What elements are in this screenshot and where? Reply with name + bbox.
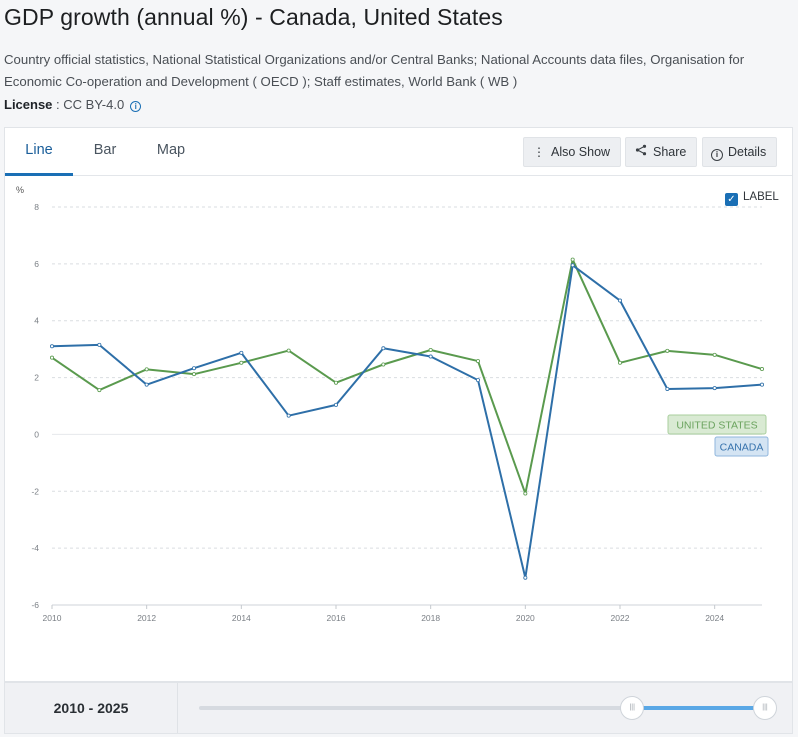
data-point bbox=[665, 386, 670, 391]
series-line-united-states bbox=[51, 258, 763, 495]
more-vertical-icon: ⋮ bbox=[533, 145, 545, 159]
data-point bbox=[760, 382, 765, 387]
y-tick-label: 4 bbox=[34, 316, 39, 326]
license: License : CC BY-4.0 i bbox=[4, 97, 142, 112]
source-text: Country official statistics, National St… bbox=[4, 52, 745, 89]
series-label-united-states: UNITED STATES bbox=[667, 414, 767, 435]
x-tick-label: 2018 bbox=[421, 613, 440, 623]
x-tick-label: 2014 bbox=[232, 613, 251, 623]
data-point bbox=[428, 347, 433, 352]
data-point bbox=[570, 257, 575, 262]
data-point bbox=[333, 380, 338, 385]
share-button[interactable]: Share bbox=[625, 137, 698, 167]
series-line-canada bbox=[51, 264, 763, 579]
line-chart: % -6 -4 -2 0 2 4 6 8 2010 2012 2014 2016 2018 2020 2022… bbox=[16, 185, 769, 623]
tab-bar: Line Bar Map ⋮ Also Show Share i Details bbox=[5, 128, 792, 176]
range-label: 2010 - 2025 bbox=[5, 683, 178, 733]
y-axis-label: % bbox=[16, 185, 24, 195]
also-show-button[interactable]: ⋮ Also Show bbox=[523, 137, 622, 167]
tab-bar-chart[interactable]: Bar bbox=[93, 142, 117, 158]
data-point bbox=[665, 348, 670, 353]
data-point bbox=[191, 372, 196, 377]
range-track[interactable] bbox=[199, 706, 769, 710]
data-point bbox=[712, 386, 717, 391]
x-tick-label: 2012 bbox=[137, 613, 156, 623]
data-point bbox=[570, 263, 575, 268]
license-value: : CC BY-4.0 bbox=[52, 97, 125, 112]
data-point bbox=[239, 360, 244, 365]
license-label: License bbox=[4, 97, 53, 112]
y-tick-label: 6 bbox=[34, 259, 39, 269]
data-point bbox=[618, 360, 623, 365]
data-point bbox=[712, 352, 717, 357]
tab-line[interactable]: Line bbox=[5, 128, 73, 176]
details-label: Details bbox=[728, 145, 767, 159]
y-tick-label: 2 bbox=[34, 373, 39, 383]
y-tick-label: -4 bbox=[31, 543, 39, 553]
series-label-text: UNITED STATES bbox=[676, 420, 757, 432]
series-label-box bbox=[667, 414, 767, 435]
series-label-text: CANADA bbox=[720, 442, 764, 454]
data-point bbox=[428, 354, 433, 359]
data-point bbox=[475, 378, 480, 383]
data-point bbox=[381, 362, 386, 367]
checkbox-checked-icon[interactable]: ✓ bbox=[725, 193, 738, 206]
data-point bbox=[144, 382, 149, 387]
x-tick-label: 2020 bbox=[516, 613, 535, 623]
data-point bbox=[50, 344, 55, 349]
data-point bbox=[144, 367, 149, 372]
chart-card: Line Bar Map ⋮ Also Show Share i Details ✓… bbox=[4, 127, 793, 682]
share-label: Share bbox=[653, 145, 687, 159]
label-toggle-text: LABEL bbox=[743, 191, 779, 203]
page-title: GDP growth (annual %) - Canada, United S… bbox=[4, 4, 503, 30]
also-show-label: Also Show bbox=[551, 145, 611, 159]
x-tick-label: 2016 bbox=[327, 613, 346, 623]
data-point bbox=[50, 355, 55, 360]
data-point bbox=[381, 346, 386, 351]
range-track-selected bbox=[632, 706, 763, 710]
details-button[interactable]: i Details bbox=[702, 137, 778, 167]
data-point bbox=[475, 359, 480, 364]
y-tick-label: 0 bbox=[34, 429, 39, 439]
x-tick-label: 2010 bbox=[43, 613, 62, 623]
y-tick-label: 8 bbox=[34, 202, 39, 212]
data-point bbox=[239, 350, 244, 355]
info-icon[interactable]: i bbox=[130, 101, 142, 112]
data-point bbox=[97, 342, 102, 347]
data-point bbox=[760, 367, 765, 372]
data-point bbox=[523, 491, 528, 496]
data-point bbox=[618, 298, 623, 303]
info-circle-icon: i bbox=[711, 149, 723, 161]
tab-map[interactable]: Map bbox=[156, 142, 186, 158]
data-point bbox=[191, 366, 196, 371]
label-toggle[interactable]: ✓ LABEL bbox=[725, 191, 779, 206]
data-point bbox=[97, 388, 102, 393]
x-tick-label: 2024 bbox=[705, 613, 724, 623]
data-point bbox=[523, 575, 528, 580]
share-icon bbox=[634, 138, 648, 166]
range-panel: 2010 - 2025 ||| ||| bbox=[4, 682, 793, 734]
data-point bbox=[286, 413, 291, 418]
y-tick-label: -6 bbox=[31, 600, 39, 610]
y-tick-label: -2 bbox=[31, 486, 39, 496]
range-end-handle[interactable]: ||| bbox=[753, 696, 777, 720]
x-tick-label: 2022 bbox=[611, 613, 630, 623]
series-label-canada: CANADA bbox=[714, 436, 769, 457]
data-point bbox=[333, 402, 338, 407]
series-label-box bbox=[714, 436, 769, 457]
data-point bbox=[286, 348, 291, 353]
range-start-handle[interactable]: ||| bbox=[620, 696, 645, 720]
header: GDP growth (annual %) - Canada, United S… bbox=[0, 0, 798, 125]
